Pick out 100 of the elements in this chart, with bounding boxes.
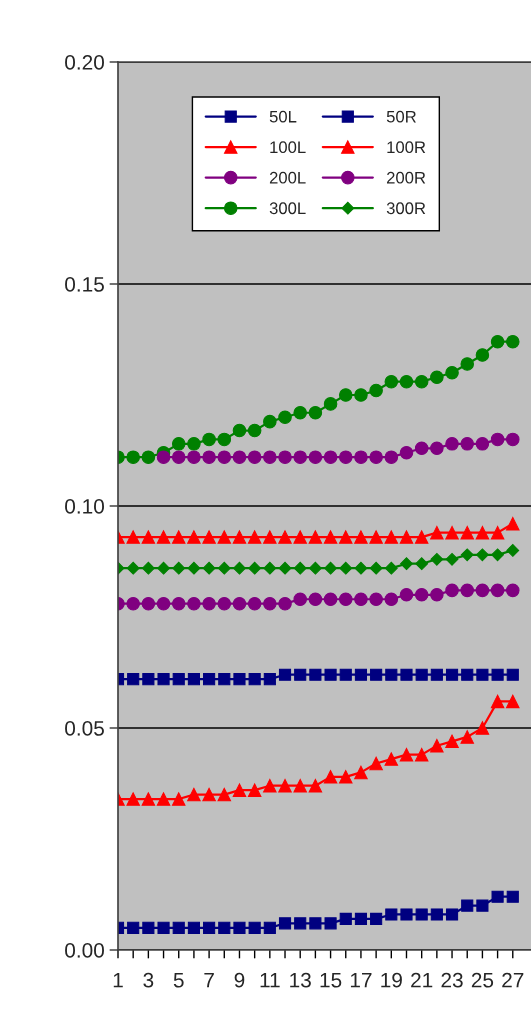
x-tick-label: 9 — [234, 972, 245, 988]
point — [414, 374, 429, 389]
x-tick-label: 5 — [173, 972, 184, 988]
point — [399, 588, 414, 602]
point — [369, 530, 383, 544]
point — [157, 561, 170, 575]
point — [187, 673, 200, 686]
point — [232, 450, 247, 464]
point — [202, 596, 216, 611]
point — [475, 437, 490, 451]
point — [171, 437, 186, 451]
x-tick-label: 27 — [502, 972, 524, 988]
point — [385, 668, 398, 681]
point — [248, 673, 261, 686]
point — [323, 592, 338, 607]
point — [324, 668, 337, 681]
point — [171, 596, 186, 611]
point — [415, 668, 428, 681]
point — [187, 450, 201, 464]
point — [202, 450, 216, 464]
point — [156, 450, 171, 464]
point — [156, 792, 171, 806]
point — [460, 525, 474, 540]
point — [400, 908, 413, 921]
point — [476, 899, 489, 912]
point — [217, 561, 231, 575]
point — [126, 792, 140, 806]
y-tick-label: 0.05 — [65, 721, 104, 736]
point — [308, 778, 323, 793]
point — [506, 432, 520, 447]
point — [142, 673, 155, 686]
point — [141, 596, 156, 611]
point — [445, 668, 459, 681]
point — [491, 890, 504, 903]
legend-label: 50L — [269, 110, 297, 123]
point — [430, 525, 444, 540]
point — [232, 423, 247, 438]
point — [338, 450, 353, 464]
point — [384, 450, 399, 464]
point — [141, 792, 156, 806]
point — [263, 596, 277, 611]
point — [399, 374, 414, 389]
point — [293, 592, 307, 607]
point — [248, 561, 262, 575]
point — [445, 525, 459, 540]
legend-label: 200R — [386, 171, 426, 184]
point — [384, 592, 399, 607]
point — [490, 583, 505, 598]
point — [324, 561, 337, 575]
point — [141, 561, 155, 575]
point — [445, 908, 459, 921]
point — [475, 583, 490, 598]
point — [126, 561, 140, 575]
point — [233, 921, 246, 934]
point — [247, 530, 262, 544]
point — [490, 334, 505, 349]
point — [339, 668, 352, 681]
point — [506, 694, 520, 709]
point — [506, 516, 520, 531]
point — [126, 596, 140, 611]
point — [354, 912, 368, 925]
point — [203, 921, 216, 934]
point — [263, 414, 277, 429]
legend-label: 50R — [386, 110, 416, 123]
point — [308, 405, 323, 420]
point — [263, 673, 276, 686]
point — [293, 405, 307, 420]
x-tick-label: 23 — [441, 972, 463, 988]
point — [278, 778, 292, 793]
point — [506, 334, 520, 349]
point — [171, 792, 186, 806]
point — [414, 747, 429, 762]
point — [461, 668, 474, 681]
point — [247, 450, 262, 464]
point — [142, 921, 155, 934]
point — [430, 441, 444, 456]
point — [430, 668, 443, 681]
point — [369, 592, 383, 607]
point — [369, 756, 383, 771]
point — [354, 668, 368, 681]
point — [399, 747, 414, 762]
point — [475, 525, 490, 540]
point — [218, 921, 231, 934]
x-tick-label: 13 — [290, 972, 311, 988]
point — [233, 561, 246, 575]
point — [460, 583, 474, 598]
point — [400, 557, 413, 571]
point — [324, 917, 337, 930]
point — [369, 383, 383, 398]
point — [354, 450, 368, 464]
point — [202, 432, 216, 447]
x-tick-label: 11 — [260, 972, 280, 988]
point — [430, 588, 444, 602]
point — [323, 397, 338, 411]
point — [323, 450, 338, 464]
point — [414, 588, 429, 602]
point — [278, 561, 292, 575]
x-tick-label: 7 — [204, 972, 214, 988]
point — [475, 721, 490, 735]
point — [141, 450, 156, 464]
